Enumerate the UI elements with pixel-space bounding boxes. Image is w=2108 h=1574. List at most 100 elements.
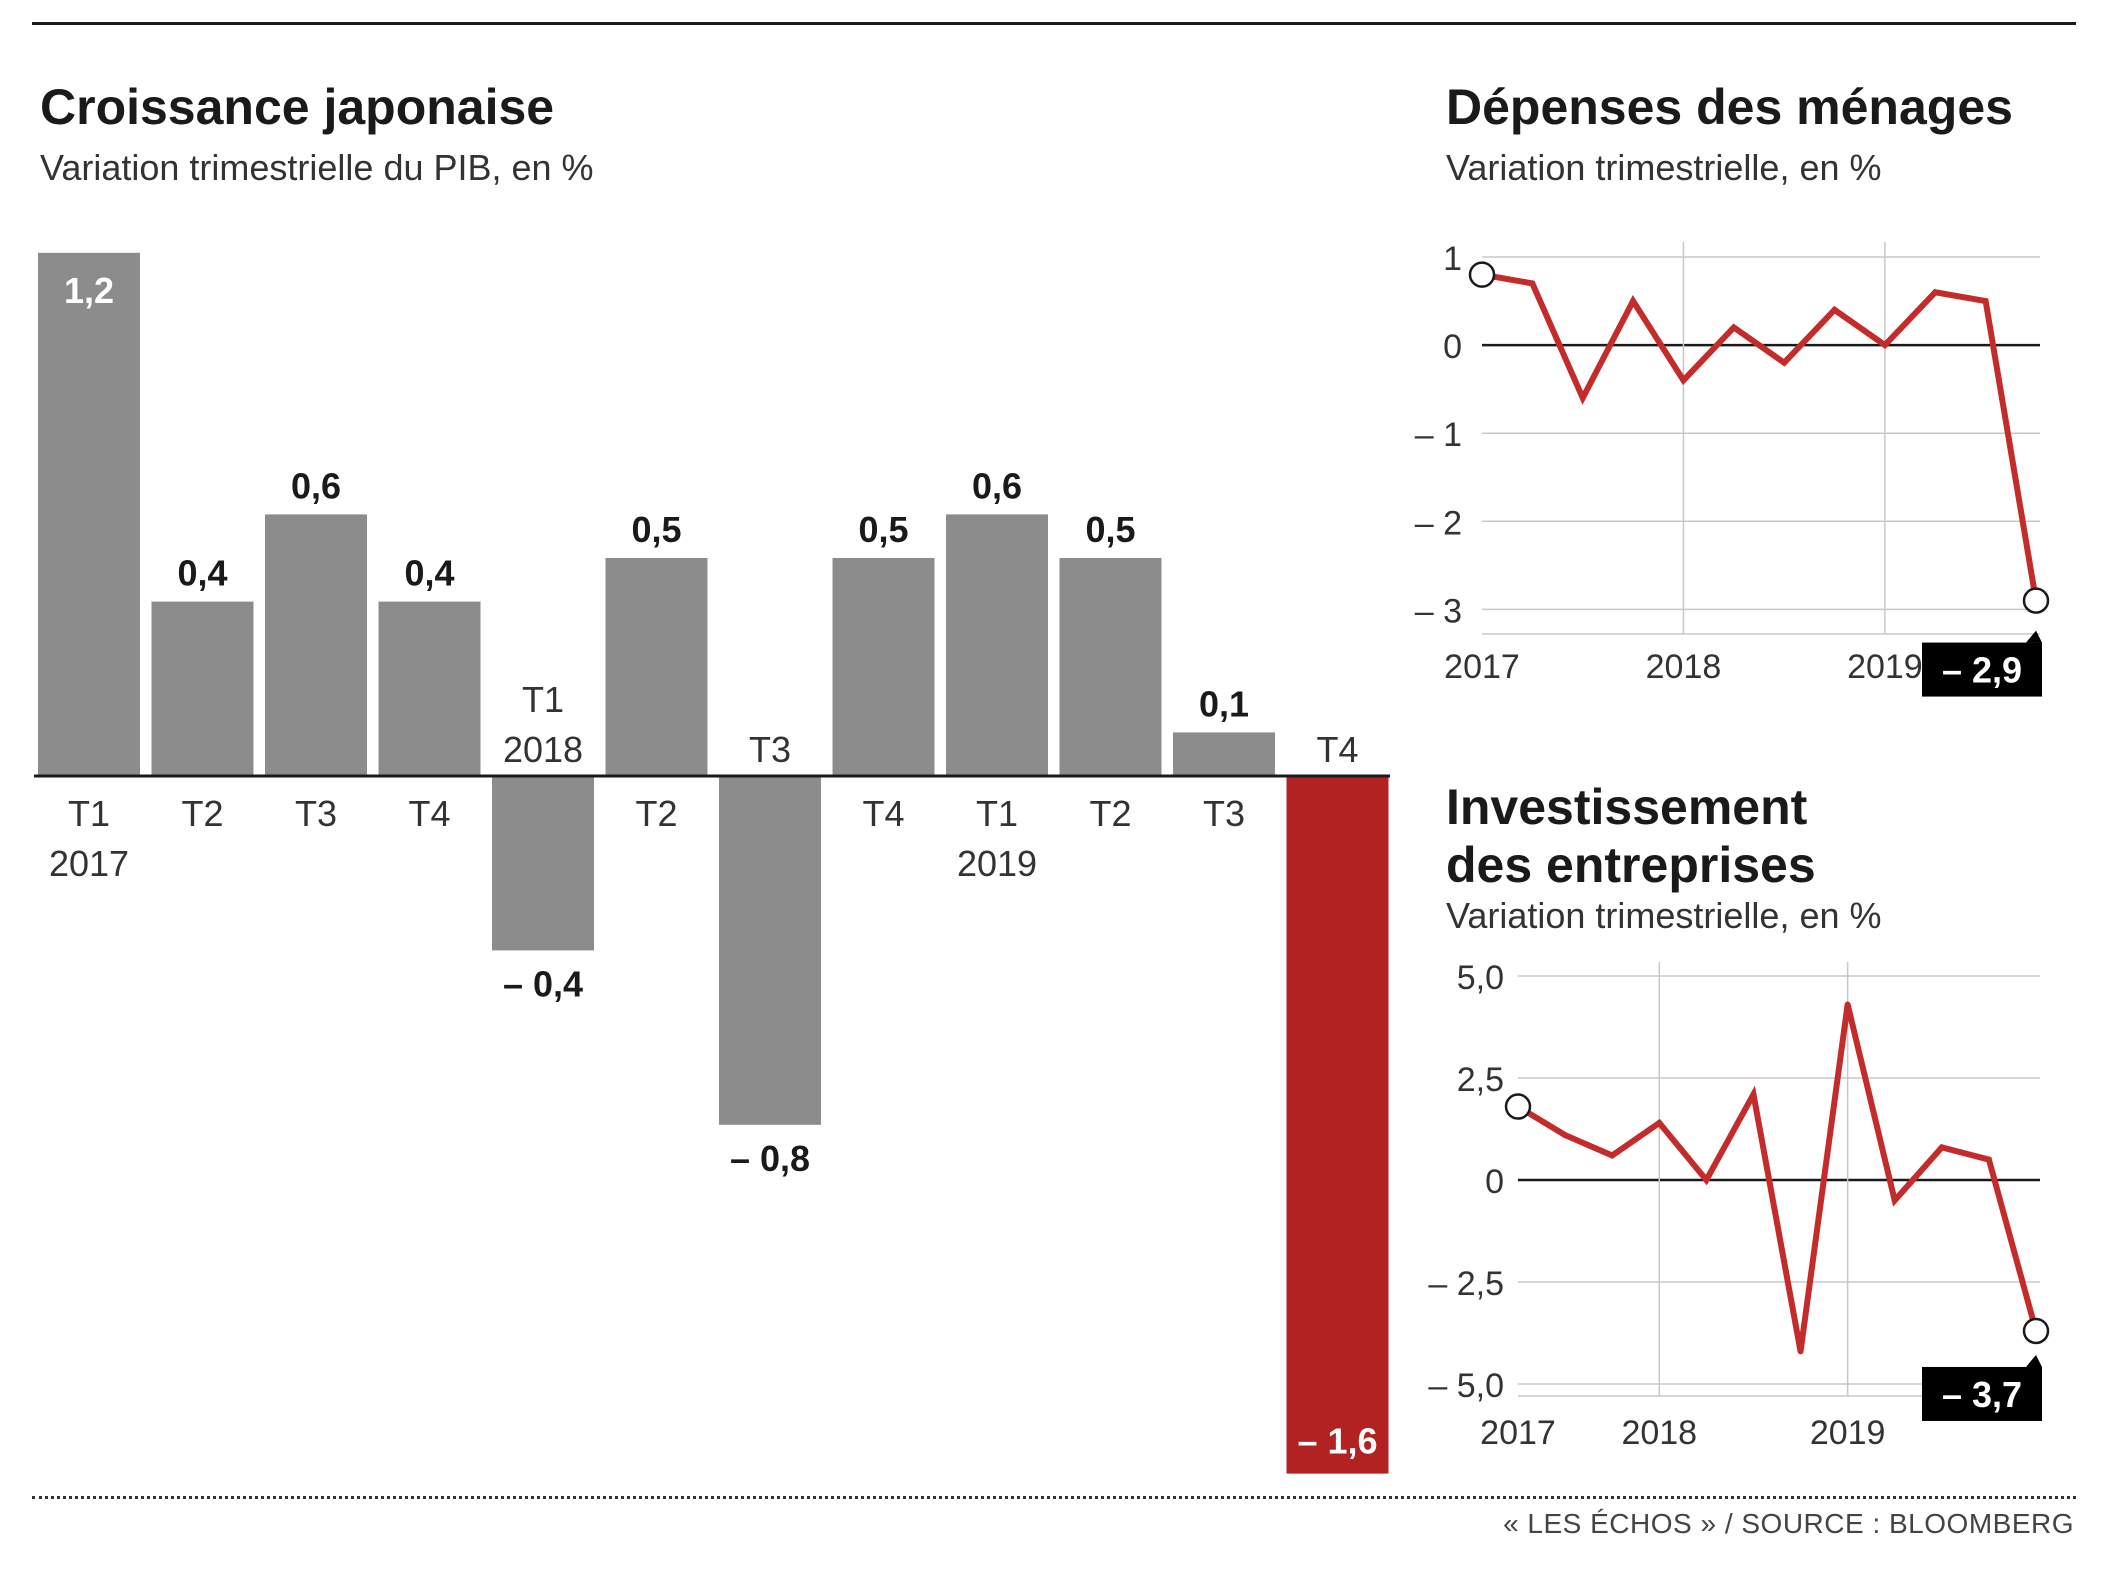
data-point-1	[1468, 261, 1496, 288]
y-tick-label-2: 2,5	[1457, 1061, 1504, 1099]
data-point-2	[1529, 280, 1536, 287]
data-point-8	[1831, 306, 1838, 313]
bar-value-label-10: 0,5	[1085, 509, 1135, 550]
data-point-4	[1656, 1119, 1663, 1126]
bar-value-label-4: 0,4	[404, 553, 454, 594]
bar-1	[38, 252, 140, 777]
data-point-10	[1938, 1144, 1945, 1151]
data-point-5	[1680, 377, 1687, 384]
bar-9	[946, 514, 1048, 776]
data-point-9	[1891, 1197, 1898, 1204]
source-credit: « LES ÉCHOS » / SOURCE : BLOOMBERG	[1503, 1508, 2074, 1539]
y-tick-label-1: 1	[1443, 240, 1462, 278]
data-point-11	[1982, 298, 1989, 305]
y-tick-label-3: 0	[1485, 1163, 1504, 1201]
data-point-7	[1781, 359, 1788, 366]
bar-12	[1286, 776, 1389, 1474]
x-tick-label-2: 2018	[1621, 1414, 1697, 1452]
x-tick-label-9-2: 2019	[957, 843, 1037, 884]
invest-chart-title-line2: des entreprises	[1446, 837, 1816, 893]
data-line	[1516, 1003, 2039, 1352]
x-tick-label-1: 2017	[1444, 648, 1520, 686]
x-tick-label-1-1: T1	[68, 793, 110, 834]
data-point-7	[1797, 1348, 1804, 1355]
x-tick-label-8-1: T4	[862, 793, 904, 834]
y-tick-label-4: – 2,5	[1428, 1265, 1504, 1303]
y-tick-label-5: – 5,0	[1428, 1367, 1504, 1405]
menages-chart-title: Dépenses des ménages	[1446, 79, 2013, 135]
bar-7	[719, 776, 821, 1125]
main-chart-title: Croissance japonaise	[40, 79, 555, 135]
end-value-label: – 2,9	[1942, 650, 2022, 691]
menages-chart-subtitle: Variation trimestrielle, en %	[1446, 147, 1882, 188]
bar-5	[492, 776, 594, 951]
data-point-12	[2022, 587, 2050, 614]
bar-value-label-2: 0,4	[177, 553, 227, 594]
end-value-label: – 3,7	[1942, 1374, 2022, 1415]
data-point-8	[1844, 1001, 1851, 1008]
bar-value-label-5: – 0,4	[503, 963, 583, 1004]
x-tick-label-2: 2018	[1646, 648, 1722, 686]
bar-11	[1173, 732, 1275, 776]
x-tick-label-2-1: T2	[181, 793, 223, 834]
data-point-12	[2022, 1317, 2050, 1345]
x-tick-label-6-1: T2	[635, 793, 677, 834]
y-tick-label-2: 0	[1443, 328, 1462, 366]
y-tick-label-4: – 2	[1415, 504, 1462, 542]
invest-chart-title: Investissement des entreprises	[1446, 778, 1816, 894]
data-point-2	[1562, 1132, 1569, 1139]
data-point-5	[1703, 1177, 1710, 1183]
main-chart-subtitle: Variation trimestrielle du PIB, en %	[40, 147, 594, 188]
invest-line-chart: 5,0 2,5 0 – 2,5 – 5,0 2017 2018 2019 – 3,7	[1428, 959, 2050, 1452]
x-tick-label-12-1: T4	[1316, 729, 1358, 770]
data-line	[1481, 271, 2039, 602]
data-point-6	[1730, 324, 1737, 331]
end-label-box	[1922, 642, 2042, 697]
y-tick-label-1: 5,0	[1457, 959, 1504, 997]
bar-4	[378, 601, 481, 776]
end-label-pointer	[2026, 630, 2042, 643]
data-point-3	[1609, 1152, 1616, 1159]
bar-8	[832, 558, 935, 776]
invest-chart-title-line1: Investissement	[1446, 779, 1808, 835]
bar-value-label-6: 0,5	[631, 509, 681, 550]
y-tick-label-3: – 1	[1415, 416, 1462, 454]
x-tick-label-1-2: 2017	[49, 843, 129, 884]
bar-10	[1059, 558, 1162, 776]
x-tick-label-11-1: T3	[1203, 793, 1245, 834]
data-point-11	[1985, 1156, 1992, 1163]
data-point-4	[1630, 298, 1637, 305]
top-rule	[32, 22, 2076, 25]
x-tick-label-5-1: T1	[522, 679, 564, 720]
end-label-box	[1922, 1366, 2042, 1421]
gdp-bar-chart: 1,2 T1 2017 0,4 T2 0,6 T3 0,4 T4 – 0,4 T1 2018 0,5 T2…	[34, 252, 1390, 1474]
data-point-6	[1750, 1091, 1757, 1098]
x-tick-label-10-1: T2	[1089, 793, 1131, 834]
x-tick-label-3: 2019	[1810, 1414, 1886, 1452]
x-tick-label-5-2: 2018	[503, 729, 583, 770]
x-tick-label-7-1: T3	[749, 729, 791, 770]
data-point-9	[1881, 342, 1888, 349]
menages-line-chart: 1 0 – 1 – 2 – 3 2017 2018 2019 – 2,9	[1415, 240, 2050, 697]
bar-value-label-12: – 1,6	[1297, 1421, 1377, 1462]
bar-value-label-8: 0,5	[858, 509, 908, 550]
x-tick-label-3: 2019	[1847, 648, 1923, 686]
data-point-10	[1932, 289, 1939, 296]
bar-value-label-7: – 0,8	[730, 1138, 810, 1179]
data-point-3	[1579, 394, 1586, 401]
bar-value-label-3: 0,6	[291, 465, 341, 506]
data-point-1	[1504, 1093, 1532, 1120]
bar-2	[151, 601, 254, 776]
x-tick-label-4-1: T4	[408, 793, 450, 834]
end-label-pointer	[2026, 1354, 2042, 1367]
bar-6	[605, 558, 708, 776]
invest-chart-subtitle: Variation trimestrielle, en %	[1446, 895, 1882, 936]
bottom-rule	[32, 1496, 2076, 1499]
x-tick-label-1: 2017	[1480, 1414, 1556, 1452]
x-tick-label-9-1: T1	[976, 793, 1018, 834]
x-tick-label-3-1: T3	[295, 793, 337, 834]
y-tick-label-5: – 3	[1415, 592, 1462, 630]
bar-3	[265, 514, 367, 776]
bar-value-label-1: 1,2	[64, 270, 114, 311]
bar-value-label-9: 0,6	[972, 465, 1022, 506]
